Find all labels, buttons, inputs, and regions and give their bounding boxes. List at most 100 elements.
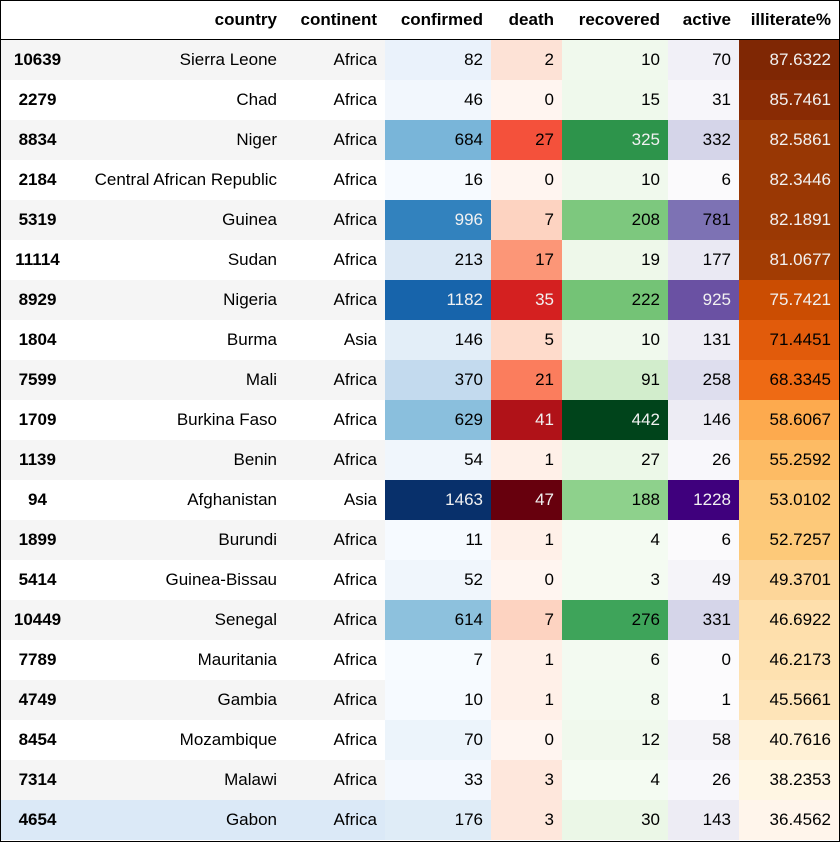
cell-active: 177 [668, 240, 739, 280]
cell-illiterate: 40.7616 [739, 720, 839, 760]
table-row: 1899 Burundi Africa 11 1 4 6 52.7257 [1, 520, 839, 560]
header-continent: continent [285, 1, 385, 40]
cell-illiterate: 38.2353 [739, 760, 839, 800]
row-index: 5319 [18, 210, 57, 229]
cell-illiterate: 46.2173 [739, 640, 839, 680]
cell-recovered: 4 [562, 520, 668, 560]
cell-continent: Africa [333, 290, 377, 309]
row-index: 11114 [15, 250, 60, 269]
row-index: 10639 [13, 50, 62, 69]
cell-country: Gabon [225, 810, 277, 829]
cell-continent: Africa [333, 370, 377, 389]
table-row: 11114 Sudan Africa 213 17 19 177 81.0677 [1, 240, 839, 280]
cell-confirmed: 52 [385, 560, 491, 600]
cell-confirmed: 996 [385, 200, 491, 240]
cell-illiterate: 71.4451 [739, 320, 839, 360]
cell-illiterate: 53.0102 [739, 480, 839, 520]
cell-country: Central African Republic [94, 170, 277, 189]
table-row: 10639 Sierra Leone Africa 82 2 10 70 87.6322 [1, 39, 839, 80]
cell-country: Burundi [218, 530, 277, 549]
cell-illiterate: 49.3701 [739, 560, 839, 600]
cell-country: Malawi [224, 770, 277, 789]
cell-continent: Africa [333, 50, 377, 69]
table-row: 2279 Chad Africa 46 0 15 31 85.7461 [1, 80, 839, 120]
header-row: country continent confirmed death recove… [1, 1, 839, 40]
cell-active: 925 [668, 280, 739, 320]
cell-country: Senegal [214, 610, 277, 629]
cell-confirmed: 82 [385, 39, 491, 80]
cell-illiterate: 82.5861 [739, 120, 839, 160]
cell-country: Mali [245, 370, 277, 389]
cell-death: 35 [491, 280, 562, 320]
cell-active: 1228 [668, 480, 739, 520]
cell-confirmed: 46 [385, 80, 491, 120]
row-index: 1899 [18, 530, 57, 549]
table-row: 94 Afghanistan Asia 1463 47 188 1228 53.0102 [1, 480, 839, 520]
cell-country: Gambia [217, 690, 277, 709]
cell-confirmed: 684 [385, 120, 491, 160]
cell-country: Sierra Leone [179, 50, 277, 69]
cell-death: 7 [491, 200, 562, 240]
cell-recovered: 442 [562, 400, 668, 440]
row-index: 5414 [18, 570, 57, 589]
cell-illiterate: 55.2592 [739, 440, 839, 480]
cell-active: 781 [668, 200, 739, 240]
cell-confirmed: 146 [385, 320, 491, 360]
cell-continent: Africa [333, 730, 377, 749]
cell-death: 0 [491, 80, 562, 120]
cell-active: 332 [668, 120, 739, 160]
cell-country: Sudan [227, 250, 277, 269]
cell-active: 31 [668, 80, 739, 120]
header-death: death [491, 1, 562, 40]
table-row: 4654 Gabon Africa 176 3 30 143 36.4562 [1, 800, 839, 840]
cell-confirmed: 54 [385, 440, 491, 480]
cell-recovered: 10 [562, 160, 668, 200]
cell-continent: Africa [333, 210, 377, 229]
cell-active: 1 [668, 680, 739, 720]
cell-continent: Africa [333, 650, 377, 669]
cell-recovered: 12 [562, 720, 668, 760]
table-row: 10449 Senegal Africa 614 7 276 331 46.6922 [1, 600, 839, 640]
cell-confirmed: 629 [385, 400, 491, 440]
row-index: 1139 [19, 450, 56, 469]
cell-death: 0 [491, 160, 562, 200]
cell-country: Burma [226, 330, 277, 349]
cell-confirmed: 370 [385, 360, 491, 400]
cell-recovered: 208 [562, 200, 668, 240]
row-index: 8834 [18, 130, 57, 149]
cell-country: Guinea-Bissau [165, 570, 277, 589]
cell-active: 331 [668, 600, 739, 640]
table-row: 5414 Guinea-Bissau Africa 52 0 3 49 49.3701 [1, 560, 839, 600]
cell-continent: Africa [333, 410, 377, 429]
cell-continent: Africa [333, 690, 377, 709]
row-index: 2279 [18, 90, 57, 109]
cell-death: 1 [491, 520, 562, 560]
header-recovered: recovered [562, 1, 668, 40]
cell-illiterate: 75.7421 [739, 280, 839, 320]
cell-confirmed: 11 [385, 520, 491, 560]
cell-confirmed: 176 [385, 800, 491, 840]
header-index [1, 1, 74, 40]
header-confirmed: confirmed [385, 1, 491, 40]
cell-recovered: 4 [562, 760, 668, 800]
cell-recovered: 3 [562, 560, 668, 600]
cell-continent: Africa [333, 810, 377, 829]
cell-country: Chad [236, 90, 277, 109]
cell-continent: Africa [333, 570, 377, 589]
cell-recovered: 222 [562, 280, 668, 320]
cell-country: Mauritania [197, 650, 277, 669]
cell-country: Burkina Faso [176, 410, 277, 429]
cell-recovered: 91 [562, 360, 668, 400]
table-body: 10639 Sierra Leone Africa 82 2 10 70 87.6322 227… [1, 39, 839, 840]
table-row: 7314 Malawi Africa 33 3 4 26 38.2353 [1, 760, 839, 800]
cell-illiterate: 45.5661 [739, 680, 839, 720]
cell-death: 17 [491, 240, 562, 280]
cell-active: 26 [668, 440, 739, 480]
cell-illiterate: 85.7461 [739, 80, 839, 120]
cell-recovered: 276 [562, 600, 668, 640]
cell-confirmed: 10 [385, 680, 491, 720]
row-index: 94 [28, 490, 47, 509]
cell-death: 1 [491, 440, 562, 480]
cell-active: 6 [668, 160, 739, 200]
